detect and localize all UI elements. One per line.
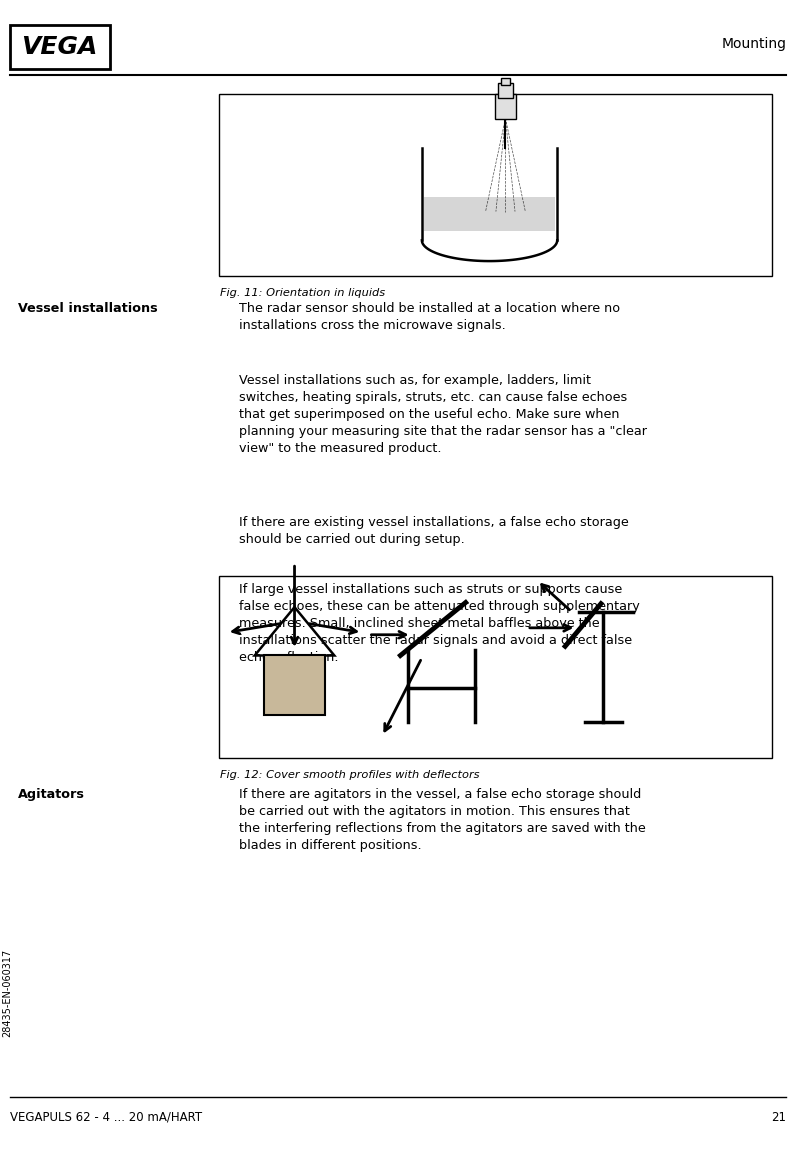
Text: The radar sensor should be installed at a location where no
installations cross : The radar sensor should be installed at …	[239, 302, 620, 332]
Bar	[219, 94, 772, 276]
Text: Vessel installations: Vessel installations	[18, 302, 157, 314]
Text: 28435-EN-060317: 28435-EN-060317	[2, 948, 12, 1037]
Text: VEGA: VEGA	[21, 36, 98, 59]
Bar	[219, 576, 772, 758]
Text: Mounting: Mounting	[721, 37, 786, 51]
Text: Fig. 11: Orientation in liquids: Fig. 11: Orientation in liquids	[220, 288, 385, 298]
Text: If there are existing vessel installations, a false echo storage
should be carri: If there are existing vessel installatio…	[239, 516, 629, 546]
Text: VEGAPULS 62 - 4 ... 20 mA/HART: VEGAPULS 62 - 4 ... 20 mA/HART	[10, 1111, 202, 1124]
Bar	[495, 94, 516, 120]
Bar	[424, 197, 555, 232]
Text: Fig. 12: Cover smooth profiles with deflectors: Fig. 12: Cover smooth profiles with defl…	[220, 770, 480, 780]
Text: If large vessel installations such as struts or supports cause
false echoes, the: If large vessel installations such as st…	[239, 583, 639, 664]
Text: If there are agitators in the vessel, a false echo storage should
be carried out: If there are agitators in the vessel, a …	[239, 788, 646, 852]
Text: 21: 21	[771, 1111, 786, 1124]
Text: Vessel installations such as, for example, ladders, limit
switches, heating spir: Vessel installations such as, for exampl…	[239, 374, 647, 455]
Bar	[501, 78, 510, 85]
Bar	[10, 25, 110, 69]
Bar	[498, 83, 513, 98]
Text: Agitators: Agitators	[18, 788, 84, 801]
Bar	[264, 655, 325, 715]
